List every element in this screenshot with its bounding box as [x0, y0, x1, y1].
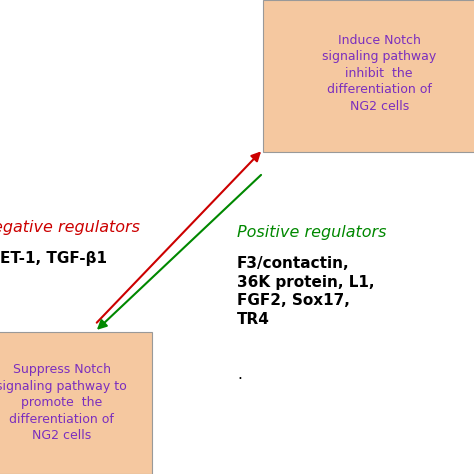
Text: .: .	[237, 367, 242, 382]
Text: Negative regulators: Negative regulators	[0, 220, 140, 235]
FancyBboxPatch shape	[263, 0, 474, 152]
Text: F3/contactin,
36K protein, L1,
FGF2, Sox17,
TR4: F3/contactin, 36K protein, L1, FGF2, Sox…	[237, 256, 374, 327]
Text: Induce Notch
signaling pathway
inhibit  the
differentiation of
NG2 cells: Induce Notch signaling pathway inhibit t…	[322, 34, 437, 113]
Text: ET-1, TGF-β1: ET-1, TGF-β1	[0, 251, 107, 266]
Text: Suppress Notch
signaling pathway to
promote  the
differentiation of
NG2 cells: Suppress Notch signaling pathway to prom…	[0, 364, 127, 442]
Text: Positive regulators: Positive regulators	[237, 225, 386, 240]
FancyBboxPatch shape	[0, 332, 152, 474]
